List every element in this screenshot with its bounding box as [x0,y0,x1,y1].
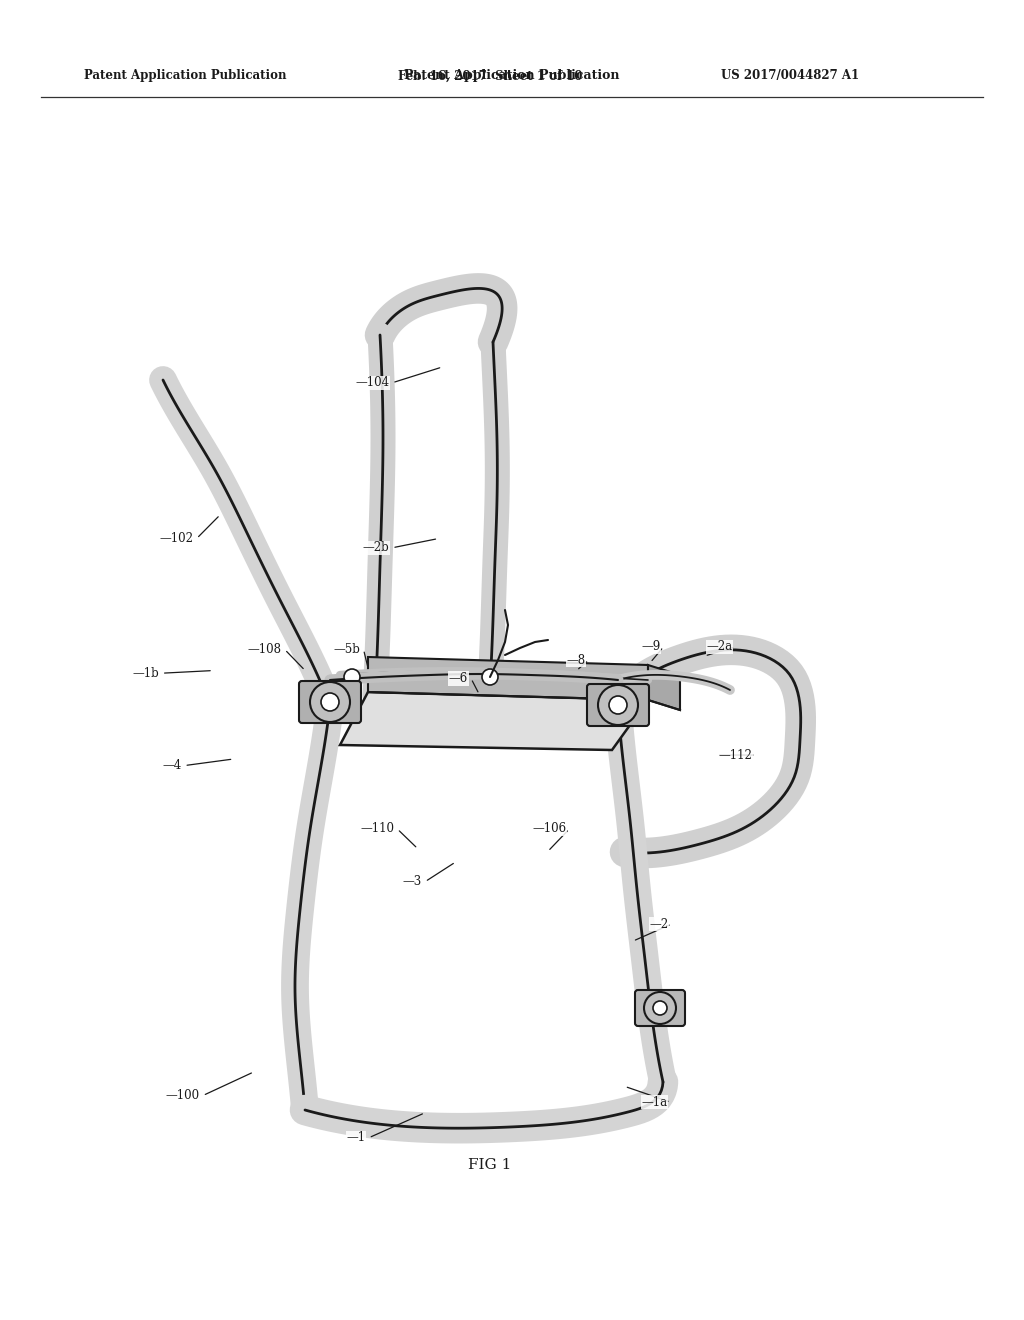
Text: Patent Application Publication: Patent Application Publication [404,70,620,82]
Text: —1: —1 [346,1131,366,1144]
Polygon shape [340,692,648,750]
Text: —6: —6 [449,672,468,685]
Text: —1b: —1b [132,667,159,680]
FancyBboxPatch shape [587,684,649,726]
Circle shape [598,685,638,725]
Text: —104: —104 [355,376,389,389]
Text: —112: —112 [719,748,753,762]
Circle shape [344,669,360,685]
Circle shape [310,682,350,722]
Text: —2b: —2b [362,541,389,554]
Text: US 2017/0044827 A1: US 2017/0044827 A1 [721,70,859,82]
Text: —100: —100 [166,1089,200,1102]
Text: —4: —4 [162,759,181,772]
Text: —110: —110 [360,822,394,836]
Polygon shape [648,665,680,710]
FancyBboxPatch shape [299,681,361,723]
Text: —106: —106 [532,822,566,836]
Circle shape [609,696,627,714]
FancyBboxPatch shape [635,990,685,1026]
Text: —102: —102 [160,532,194,545]
Text: —108: —108 [248,643,282,656]
Text: —5b: —5b [334,643,360,656]
Text: —9: —9 [641,640,660,653]
Circle shape [321,693,339,711]
Text: Patent Application Publication: Patent Application Publication [84,70,287,82]
Text: —2a: —2a [707,640,732,653]
Circle shape [653,1001,667,1015]
Text: Feb. 16, 2017  Sheet 1 of 10: Feb. 16, 2017 Sheet 1 of 10 [397,70,583,82]
Text: FIG 1: FIG 1 [468,1158,512,1172]
Text: —2: —2 [649,917,669,931]
Circle shape [482,669,498,685]
Text: —1a: —1a [642,1096,668,1109]
Circle shape [644,993,676,1024]
Text: —8: —8 [566,653,586,667]
Text: —3: —3 [402,875,422,888]
Polygon shape [368,657,648,700]
